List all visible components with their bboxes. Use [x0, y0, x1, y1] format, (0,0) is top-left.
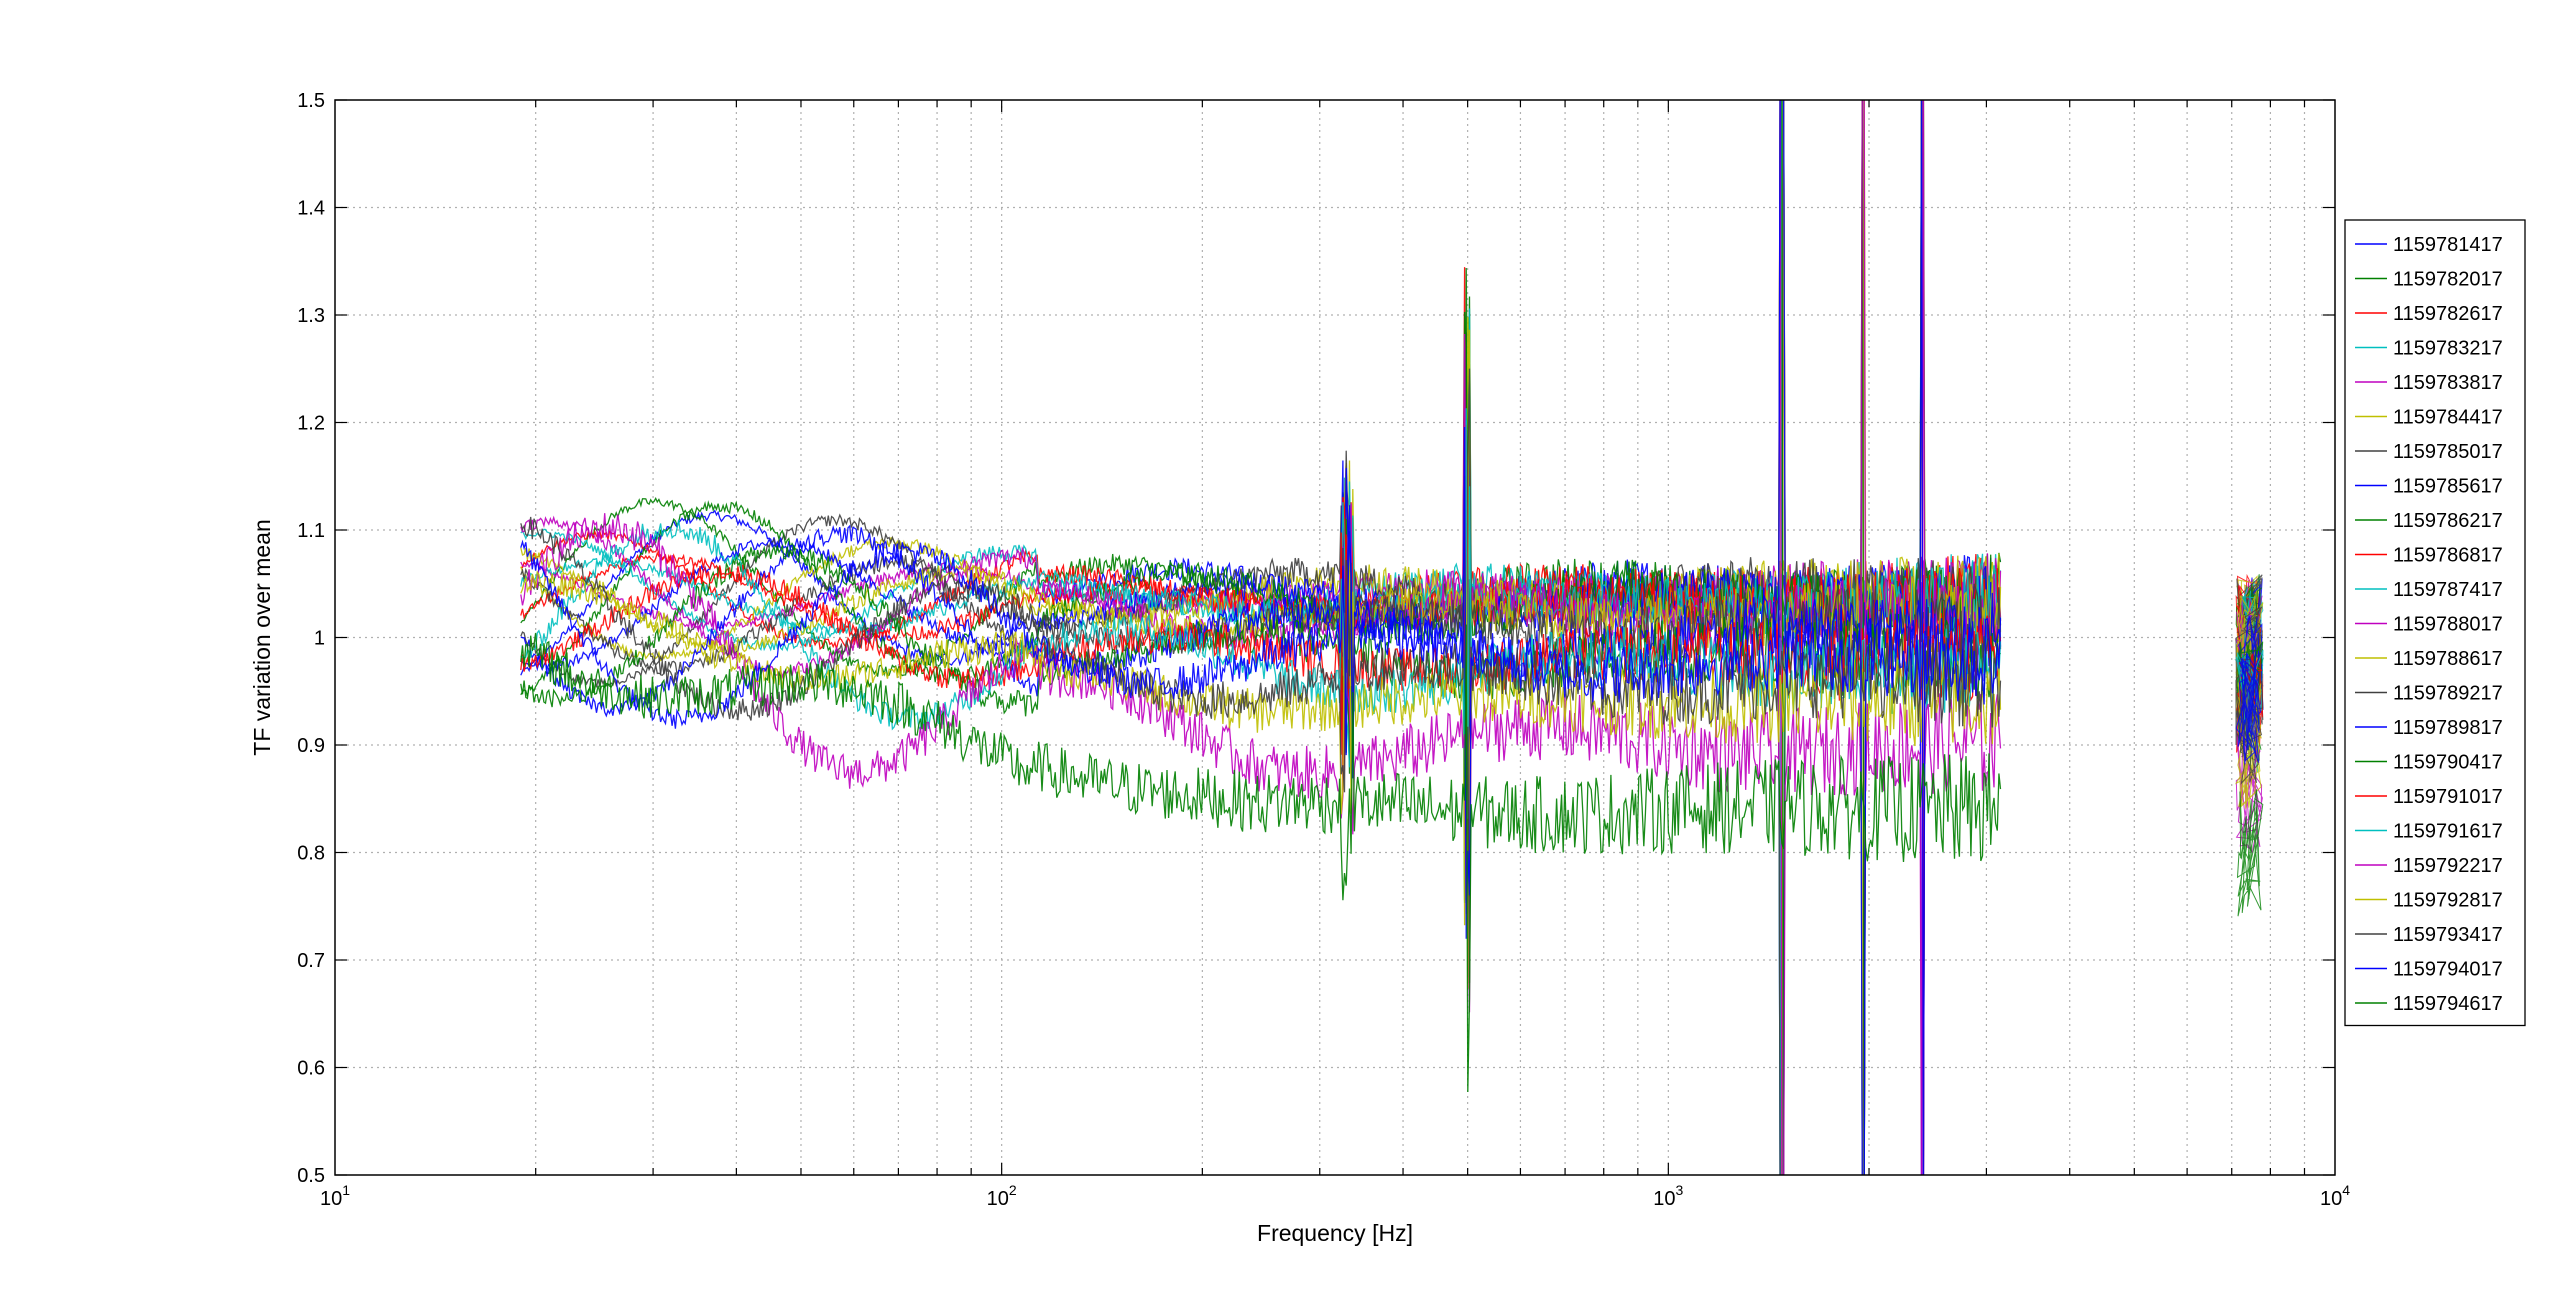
legend-label: 1159782617 [2393, 303, 2503, 325]
y-tick-label: 0.9 [297, 735, 325, 757]
legend-entry: 1159794617 [2355, 993, 2503, 1015]
legend-label: 1159786217 [2393, 510, 2503, 532]
x-tick-label: 103 [1653, 1182, 1683, 1210]
legend-entry: 1159786217 [2355, 510, 2503, 532]
legend-entry: 1159790417 [2355, 752, 2503, 774]
series-line [520, 100, 2002, 1175]
series-lines [520, 100, 2264, 1175]
legend-label: 1159784417 [2393, 407, 2503, 429]
x-tick-labels: 101 102 103 104 [320, 1182, 2350, 1210]
y-tick-label: 0.7 [297, 950, 325, 972]
legend-label: 1159791617 [2393, 821, 2503, 843]
legend-label: 1159793417 [2393, 924, 2503, 946]
series-line [520, 505, 2002, 870]
legend-label: 1159783817 [2393, 372, 2503, 394]
legend-entry: 1159791017 [2355, 786, 2503, 808]
y-tick-label: 1.2 [297, 413, 325, 435]
y-tick-label: 0.8 [297, 843, 325, 865]
ticks [335, 99, 2335, 1176]
y-tick-label: 0.5 [297, 1165, 325, 1187]
legend-entry: 1159788617 [2355, 648, 2503, 670]
legend-label: 1159785617 [2393, 476, 2503, 498]
y-axis-label: TF variation over mean [249, 519, 275, 755]
legend-label: 1159790417 [2393, 752, 2503, 774]
legend-entry: 1159792817 [2355, 890, 2503, 912]
x-axis-label: Frequency [Hz] [1257, 1220, 1413, 1246]
series-line [520, 497, 2002, 989]
legend-label: 1159788017 [2393, 614, 2503, 636]
legend-label: 1159789217 [2393, 683, 2503, 705]
legend-entry: 1159791617 [2355, 821, 2503, 843]
plot-area [334, 99, 2336, 1176]
legend-label: 1159794617 [2393, 993, 2503, 1015]
legend-entry: 1159782017 [2355, 269, 2503, 291]
series-line-hf [2235, 651, 2262, 764]
legend-entry: 1159783217 [2355, 338, 2503, 360]
legend-label: 1159794017 [2393, 959, 2503, 981]
legend-entry: 1159783817 [2355, 372, 2503, 394]
y-tick-label: 1.4 [297, 198, 325, 220]
y-tick-label: 1.3 [297, 305, 325, 327]
y-tick-label: 0.6 [297, 1058, 325, 1080]
x-tick-label: 102 [987, 1182, 1017, 1210]
series-line [520, 418, 2002, 740]
y-tick-label: 1.1 [297, 520, 325, 542]
legend-label: 1159786817 [2393, 545, 2503, 567]
series-line [520, 100, 2002, 1175]
series-line [520, 100, 2002, 1175]
series-line [520, 624, 2002, 1093]
legend: 1159781417 1159782017 1159782617 1159783217… [2344, 219, 2526, 1027]
legend-entry: 1159784417 [2355, 407, 2503, 429]
legend-label: 1159787417 [2393, 579, 2503, 601]
series-line-hf [2235, 658, 2264, 785]
series-line [520, 476, 2002, 983]
legend-entry: 1159782617 [2355, 303, 2503, 325]
legend-label: 1159785017 [2393, 441, 2503, 463]
x-tick-label: 101 [320, 1182, 350, 1210]
legend-label: 1159782017 [2393, 269, 2503, 291]
series-line [520, 424, 2002, 897]
legend-entry: 1159793417 [2355, 924, 2503, 946]
legend-entry: 1159792217 [2355, 855, 2503, 877]
y-tick-label: 1.5 [297, 90, 325, 112]
legend-entry: 1159785617 [2355, 476, 2503, 498]
legend-label: 1159792817 [2393, 890, 2503, 912]
legend-entry: 1159786817 [2355, 545, 2503, 567]
legend-label: 1159789817 [2393, 717, 2503, 739]
legend-entry: 1159788017 [2355, 614, 2503, 636]
legend-label: 1159788617 [2393, 648, 2503, 670]
y-tick-label: 1 [314, 628, 325, 650]
y-tick-labels: 0.5 0.6 0.7 0.8 0.9 1 1.1 1.2 1.3 1.4 1.5 [297, 90, 325, 1187]
x-tick-label: 104 [2320, 1182, 2350, 1210]
legend-entry: 1159787417 [2355, 579, 2503, 601]
series-line [520, 368, 2002, 801]
legend-entry: 1159785017 [2355, 441, 2503, 463]
legend-label: 1159792217 [2393, 855, 2503, 877]
legend-label: 1159783217 [2393, 338, 2503, 360]
legend-entry: 1159781417 [2355, 234, 2503, 256]
legend-label: 1159781417 [2393, 234, 2503, 256]
legend-entry: 1159789217 [2355, 683, 2503, 705]
legend-entry: 1159794017 [2355, 959, 2503, 981]
legend-entry: 1159789817 [2355, 717, 2503, 739]
series-line-hf [2236, 789, 2264, 917]
legend-label: 1159791017 [2393, 786, 2503, 808]
